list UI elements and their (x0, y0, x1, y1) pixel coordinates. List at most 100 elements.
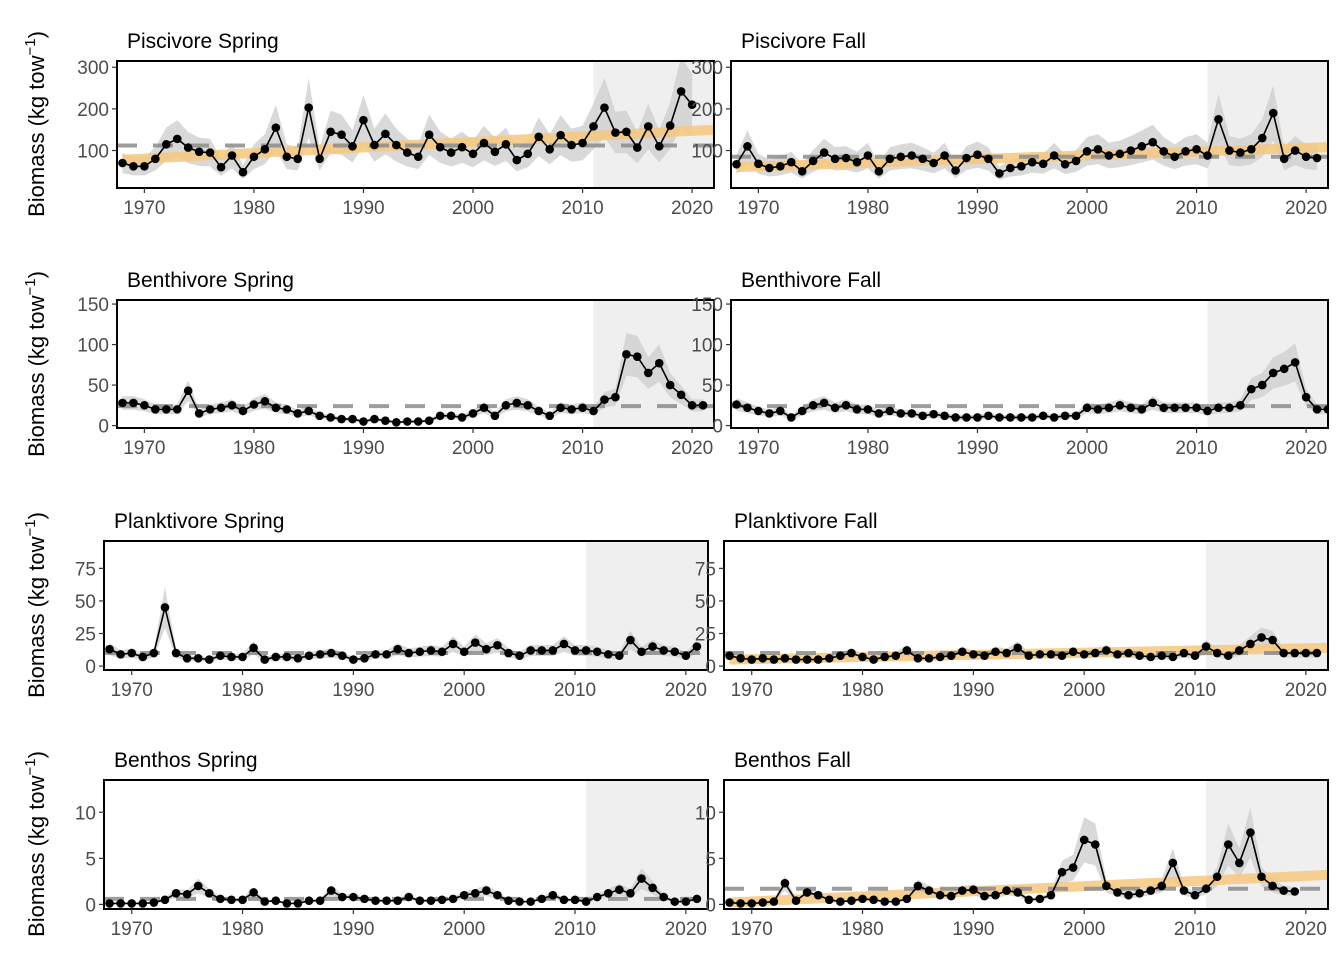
x-tick-label: 2020 (1285, 680, 1327, 701)
data-point (567, 405, 576, 414)
data-point (592, 892, 602, 902)
data-point (907, 409, 917, 418)
panel-benthivore-fall: Benthivore Fall 0 50 100 150 1970 1980 1990 2000… (691, 269, 1329, 459)
data-point (1002, 648, 1011, 658)
data-point (227, 895, 236, 905)
data-point (337, 414, 346, 424)
data-point (973, 150, 982, 159)
data-point (1027, 413, 1037, 422)
y-tick-label: 150 (691, 295, 723, 316)
y-tick-label: 10 (695, 803, 716, 824)
data-point (648, 642, 657, 651)
data-point (371, 896, 380, 906)
data-point (929, 158, 938, 168)
data-point (681, 897, 691, 906)
data-point (424, 130, 434, 140)
data-point (1279, 648, 1288, 658)
x-tick-label: 1990 (332, 919, 374, 940)
data-point (1168, 652, 1178, 662)
data-point (559, 639, 569, 649)
data-point (160, 895, 170, 905)
plot-area (724, 780, 1328, 909)
data-point (957, 886, 967, 895)
data-point (493, 640, 502, 650)
data-point (626, 635, 635, 645)
data-point (1236, 401, 1245, 410)
data-point (907, 151, 917, 160)
data-point (348, 414, 357, 424)
panel-benthos-spring: Benthos Spring 0 5 10 1970 1980 1990 2000 2010 20… (75, 749, 709, 940)
y-axis-label-close: ) (24, 751, 49, 758)
data-point (337, 651, 347, 660)
data-point (913, 881, 923, 891)
data-point (227, 151, 237, 160)
data-point (271, 123, 281, 132)
data-point (556, 130, 565, 140)
data-point (426, 896, 436, 906)
data-point (468, 409, 478, 418)
panel-frame (116, 299, 715, 429)
data-point (260, 897, 269, 906)
panel-benthivore-spring: Benthivore Spring 0 50 100 150 1970 1980 1990 20… (77, 269, 715, 459)
y-axis-label: Biomass (kg tow−1) (22, 271, 49, 457)
y-tick-label: 5 (85, 849, 96, 870)
data-point (1247, 384, 1256, 394)
data-point (637, 874, 646, 883)
data-point (1168, 858, 1178, 868)
x-tick-label: 2020 (671, 198, 713, 219)
data-point (1071, 411, 1081, 421)
data-point (1049, 151, 1059, 160)
data-point (315, 650, 325, 659)
x-tick-label: 1990 (952, 680, 994, 701)
data-point (1024, 895, 1034, 905)
data-point (194, 147, 204, 157)
data-point (149, 898, 159, 907)
data-point (216, 894, 225, 904)
data-point (1257, 633, 1266, 642)
data-point (1093, 144, 1103, 154)
data-point (238, 406, 248, 416)
data-point (271, 652, 281, 662)
y-tick-label: 100 (691, 336, 723, 357)
y-tick-label: 0 (85, 895, 96, 916)
data-point (523, 149, 533, 159)
data-point (501, 139, 511, 149)
data-point (490, 147, 500, 157)
data-point (969, 650, 978, 659)
data-point (238, 167, 248, 177)
data-point (470, 889, 480, 898)
data-point (205, 148, 215, 157)
data-point (1137, 405, 1147, 414)
data-point (1257, 872, 1266, 882)
data-point (637, 647, 646, 657)
panel-frame (116, 60, 715, 189)
data-point (1247, 144, 1256, 154)
y-axis-labels: Biomass (kg tow−1)Biomass (kg tow−1)Biom… (22, 31, 49, 937)
x-tick-label: 1970 (123, 198, 165, 219)
y-axis-label-text: Biomass (kg tow (24, 536, 49, 697)
data-point (692, 642, 702, 651)
data-point (326, 648, 336, 658)
data-point (493, 890, 502, 900)
data-point (896, 409, 906, 418)
data-point (962, 153, 971, 163)
data-point (293, 653, 303, 663)
data-point (105, 899, 114, 908)
data-point (852, 405, 862, 414)
data-point (732, 400, 741, 409)
data-point (1179, 648, 1189, 658)
data-point (1201, 642, 1211, 651)
data-point (1104, 151, 1114, 160)
data-point (116, 650, 125, 659)
data-point (370, 140, 379, 150)
data-point (282, 152, 292, 162)
data-point (1246, 639, 1255, 649)
data-point (1203, 151, 1212, 160)
data-point (863, 405, 873, 414)
data-point (1126, 403, 1136, 413)
data-point (118, 158, 127, 168)
data-point (1079, 650, 1089, 659)
data-point (1235, 646, 1244, 655)
data-point (446, 411, 456, 421)
